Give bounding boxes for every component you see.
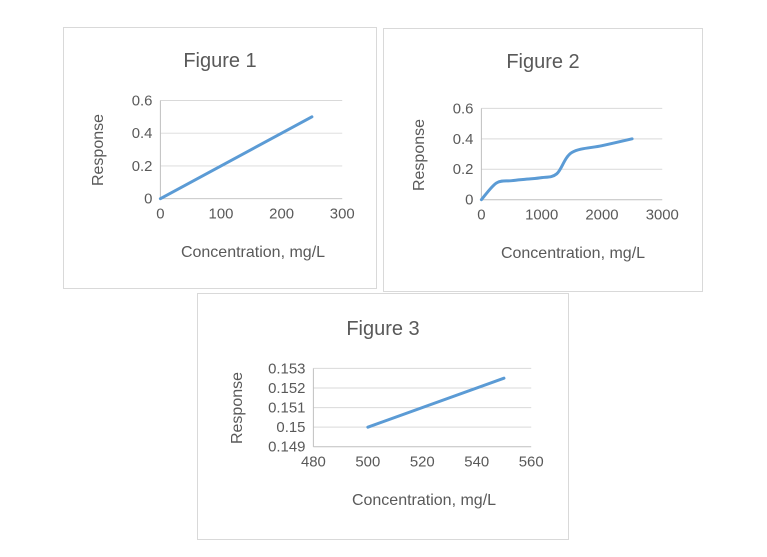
figure-1-title: Figure 1 (183, 50, 257, 72)
series-line (366, 376, 506, 429)
x-tick-label: 500 (355, 455, 380, 471)
x-tick-label: 200 (269, 207, 294, 223)
x-tick-label: 100 (209, 207, 234, 223)
x-tick-label: 1000 (525, 208, 558, 224)
figure-2-title: Figure 2 (506, 51, 580, 73)
y-tick-label: 0.6 (453, 101, 474, 117)
figure-3-chart-box: Figure 3 Response 0.149 0.15 0.151 0.152 0.1… (197, 293, 569, 540)
figure-2-chart-box: Figure 2 Response 0 0.2 0.4 0.6 0 1000 2000 300… (383, 28, 703, 292)
figure-1-x-axis-label: Concentration, mg/L (180, 244, 326, 261)
y-tick-label: 0.152 (268, 381, 305, 397)
x-tick-label: 560 (519, 455, 544, 471)
x-tick-label: 300 (330, 207, 355, 223)
x-tick-label: 0 (477, 208, 485, 224)
y-tick-label: 0.151 (268, 401, 305, 417)
series-line (479, 137, 634, 202)
series-line (158, 115, 314, 201)
y-tick-label: 0.4 (453, 132, 474, 148)
x-tick-label: 540 (464, 455, 489, 471)
figure-3-title: Figure 3 (346, 318, 420, 340)
y-tick-label: 0.15 (276, 420, 305, 436)
y-tick-label: 0.2 (132, 159, 153, 175)
y-tick-label: 0 (144, 192, 152, 208)
x-tick-label: 480 (301, 455, 326, 471)
figure-3-x-axis-label: Concentration, mg/L (351, 492, 497, 509)
y-tick-label: 0.149 (268, 440, 305, 456)
x-tick-label: 0 (156, 207, 164, 223)
figure-1-plot-area: 0 0.2 0.4 0.6 0 100 200 300 (132, 93, 355, 223)
figure-2-x-axis-label: Concentration, mg/L (500, 245, 646, 262)
x-tick-label: 2000 (585, 208, 618, 224)
y-tick-label: 0.6 (132, 93, 153, 109)
figure-3-plot-area: 0.149 0.15 0.151 0.152 0.153 480 500 520 540 560 (268, 361, 544, 471)
figure-2-plot-area: 0 0.2 0.4 0.6 0 1000 2000 3000 (453, 101, 679, 224)
y-tick-label: 0.153 (268, 361, 305, 377)
figure-1-chart-box: Figure 1 Response 0 0.2 0.4 0.6 0 100 200 300 C… (63, 27, 377, 289)
x-tick-label: 520 (410, 455, 435, 471)
x-tick-label: 3000 (646, 208, 679, 224)
y-tick-label: 0.4 (132, 126, 153, 142)
y-tick-label: 0.2 (453, 162, 474, 178)
y-tick-label: 0 (465, 193, 473, 209)
